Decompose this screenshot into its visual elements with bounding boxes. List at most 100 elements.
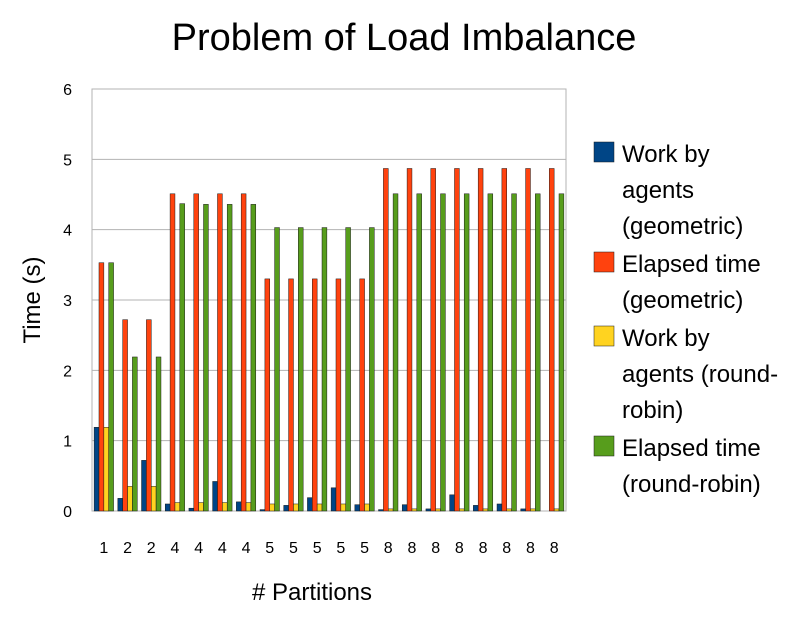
bar xyxy=(269,503,275,512)
x-tick-label: 8 xyxy=(502,540,511,557)
bar xyxy=(93,427,100,512)
legend-label: agents xyxy=(622,177,694,204)
bar xyxy=(321,227,328,512)
bar xyxy=(98,262,105,512)
legend-swatch xyxy=(593,141,615,163)
legend-swatch xyxy=(593,435,615,457)
y-axis-label: Time (s) xyxy=(19,256,46,343)
bar xyxy=(169,193,176,512)
legend-label: Elapsed time xyxy=(622,251,761,278)
bar xyxy=(473,505,479,512)
legend-swatch xyxy=(593,251,615,273)
bar xyxy=(482,508,489,512)
bar xyxy=(411,508,418,512)
y-axis-ticks: 0 1 2 3 4 5 6 xyxy=(63,82,72,521)
bar xyxy=(354,504,360,512)
bar xyxy=(151,486,157,512)
bar xyxy=(520,508,526,512)
legend-label: Work by xyxy=(622,141,710,168)
bar xyxy=(188,507,195,512)
y-tick-label: 4 xyxy=(63,223,72,240)
bar xyxy=(335,278,342,512)
bar xyxy=(217,193,223,512)
x-tick-label: 8 xyxy=(431,540,440,557)
y-tick-label: 6 xyxy=(63,82,72,99)
y-tick-label: 2 xyxy=(63,363,72,380)
legend-label: (geometric) xyxy=(622,287,743,314)
bar xyxy=(345,227,351,512)
x-tick-label: 5 xyxy=(265,540,274,557)
bar xyxy=(535,193,541,512)
bar xyxy=(236,501,242,512)
bar xyxy=(430,168,436,512)
bar xyxy=(250,204,257,512)
legend-label: (round-robin) xyxy=(622,471,761,498)
legend: Work by agents (geometric) Elapsed time (geo… xyxy=(593,141,778,498)
bar xyxy=(392,193,399,512)
y-tick-label: 1 xyxy=(63,434,72,451)
bar xyxy=(364,503,370,512)
x-tick-label: 8 xyxy=(479,540,488,557)
bar xyxy=(240,193,247,512)
bar xyxy=(226,204,233,512)
bar xyxy=(378,509,384,512)
bar xyxy=(549,168,555,512)
bar xyxy=(553,508,560,512)
bar xyxy=(511,193,517,512)
x-tick-label: 2 xyxy=(147,540,156,557)
legend-label: robin) xyxy=(622,397,683,424)
x-tick-label: 8 xyxy=(407,540,416,557)
bar xyxy=(383,168,389,512)
x-tick-label: 4 xyxy=(242,540,251,557)
bar xyxy=(388,508,394,512)
chart-title: Problem of Load Imbalance xyxy=(172,17,637,59)
bar xyxy=(141,460,147,512)
bar xyxy=(198,502,204,512)
bar xyxy=(307,497,313,512)
bar xyxy=(312,278,318,512)
bar xyxy=(108,262,114,512)
x-tick-label: 5 xyxy=(313,540,322,557)
bar xyxy=(212,481,218,512)
x-tick-label: 2 xyxy=(123,540,132,557)
x-tick-label: 5 xyxy=(336,540,345,557)
bar xyxy=(288,278,294,512)
x-tick-label: 8 xyxy=(384,540,393,557)
legend-swatch xyxy=(593,325,615,347)
bar xyxy=(117,498,123,512)
bar xyxy=(122,319,128,512)
bar xyxy=(435,508,441,512)
bar xyxy=(463,193,470,512)
bar xyxy=(164,503,171,512)
bar xyxy=(459,508,465,512)
bar xyxy=(487,193,494,512)
bar xyxy=(293,503,299,512)
x-tick-label: 4 xyxy=(194,540,203,557)
x-tick-label: 8 xyxy=(455,540,464,557)
bar xyxy=(425,508,432,512)
legend-label: Work by xyxy=(622,325,710,352)
x-tick-label: 8 xyxy=(526,540,535,557)
legend-label: (geometric) xyxy=(622,213,743,240)
bar xyxy=(155,356,162,512)
bar xyxy=(440,193,446,512)
bar xyxy=(245,502,252,512)
legend-label: Elapsed time xyxy=(622,435,761,462)
bar xyxy=(496,503,503,512)
bar xyxy=(222,502,228,512)
bar xyxy=(193,193,199,512)
y-tick-label: 3 xyxy=(63,293,72,310)
bar xyxy=(316,503,323,512)
bar xyxy=(259,509,266,512)
x-tick-label: 4 xyxy=(170,540,179,557)
y-tick-label: 5 xyxy=(63,152,72,169)
legend-label: agents (round- xyxy=(622,361,778,388)
bar xyxy=(274,227,280,512)
bar xyxy=(103,427,109,512)
bar xyxy=(298,227,304,512)
bar xyxy=(525,168,531,512)
bar xyxy=(283,505,289,512)
bar xyxy=(127,486,133,512)
bar xyxy=(406,168,413,512)
